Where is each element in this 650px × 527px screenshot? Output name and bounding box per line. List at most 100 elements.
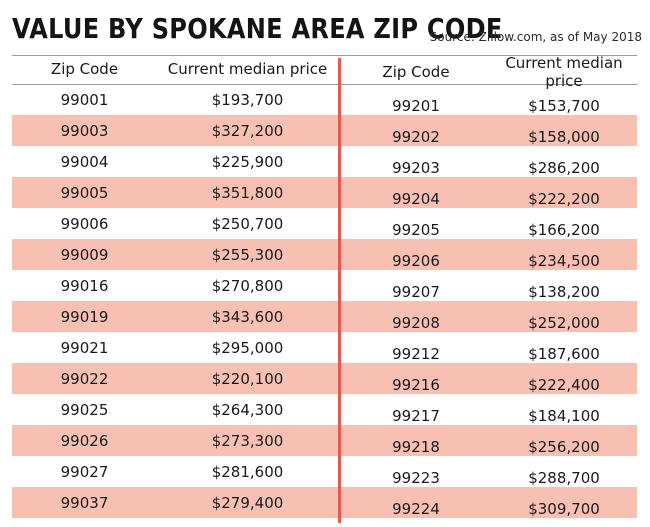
median-price-cell: $351,800: [211, 183, 284, 202]
table-row: 99206 $234,500: [341, 245, 637, 276]
chart-title: VALUE BY SPOKANE AREA ZIP CODE: [12, 12, 503, 45]
table-row: 99216 $222,400: [341, 369, 637, 400]
median-price-cell: $252,000: [528, 313, 600, 332]
zip-code-cell: 99016: [60, 276, 109, 295]
median-price-cell: $279,400: [211, 493, 284, 512]
median-price-cell: $166,200: [528, 220, 600, 239]
top-rule: [12, 55, 637, 56]
zip-code-cell: 99202: [392, 127, 440, 146]
median-price-cell: $222,200: [528, 189, 600, 208]
median-price-cell: $327,200: [211, 121, 284, 140]
median-price-cell: $193,700: [211, 90, 284, 109]
table-row: 99204 $222,200: [341, 183, 637, 214]
header-rule: [12, 84, 637, 85]
table-row: 99027 $281,600: [12, 456, 338, 487]
table-row: 99005 $351,800: [12, 177, 338, 208]
zip-code-cell: 99019: [60, 307, 109, 326]
column-header-zip: Zip Code: [50, 60, 119, 78]
header-row: Zip Code Current median price: [341, 54, 637, 90]
row-band: [12, 301, 637, 332]
table-row: 99021 $295,000: [12, 332, 338, 363]
zip-code-cell: 99025: [60, 400, 109, 419]
zip-code-cell: 99037: [60, 493, 109, 512]
chart-header: VALUE BY SPOKANE AREA ZIP CODE Source: Z…: [12, 10, 642, 50]
table-row: 99004 $225,900: [12, 146, 338, 177]
table-row: 99217 $184,100: [341, 400, 637, 431]
median-price-cell: $184,100: [528, 406, 600, 425]
table-row: 99006 $250,700: [12, 208, 338, 239]
median-price-cell: $225,900: [211, 152, 284, 171]
table-row: 99203 $286,200: [341, 152, 637, 183]
source-note: Source: Zillow.com, as of May 2018: [429, 30, 642, 44]
column-header-price: Current median price: [505, 54, 623, 90]
zip-code-cell: 99205: [392, 220, 440, 239]
zip-code-cell: 99204: [392, 189, 440, 208]
table-row: 99019 $343,600: [12, 301, 338, 332]
table-row: 99224 $309,700: [341, 493, 637, 524]
zip-code-cell: 99201: [392, 96, 440, 115]
table-row: 99037 $279,400: [12, 487, 338, 518]
table-row: 99223 $288,700: [341, 462, 637, 493]
table-row: 99009 $255,300: [12, 239, 338, 270]
median-price-cell: $220,100: [211, 369, 284, 388]
zip-code-cell: 99212: [392, 344, 440, 363]
zip-code-cell: 99003: [60, 121, 109, 140]
row-band: [12, 115, 637, 146]
row-band: [12, 487, 637, 518]
zip-code-cell: 99004: [60, 152, 109, 171]
row-bands: [12, 84, 637, 518]
table-row: 99202 $158,000: [341, 121, 637, 152]
table-row: 99026 $273,300: [12, 425, 338, 456]
zip-code-cell: 99208: [392, 313, 440, 332]
median-price-cell: $187,600: [528, 344, 600, 363]
row-band: [12, 363, 637, 394]
zip-code-cell: 99026: [60, 431, 109, 450]
median-price-cell: $250,700: [211, 214, 284, 233]
zip-code-cell: 99224: [392, 499, 440, 518]
zip-table-left: Zip Code Current median price 99001 $193,…: [12, 54, 338, 518]
median-price-cell: $158,000: [528, 127, 600, 146]
zip-code-cell: 99006: [60, 214, 109, 233]
median-price-cell: $234,500: [528, 251, 600, 270]
median-price-cell: $138,200: [528, 282, 600, 301]
table-row: 99022 $220,100: [12, 363, 338, 394]
zip-code-cell: 99218: [392, 437, 440, 456]
column-header-zip: Zip Code: [382, 63, 450, 81]
zip-code-cell: 99005: [60, 183, 109, 202]
zip-code-cell: 99021: [60, 338, 109, 357]
table-row: 99001 $193,700: [12, 84, 338, 115]
median-price-cell: $273,300: [211, 431, 284, 450]
zip-code-cell: 99217: [392, 406, 440, 425]
median-price-cell: $281,600: [211, 462, 284, 481]
median-price-cell: $343,600: [211, 307, 284, 326]
median-price-cell: $309,700: [528, 499, 600, 518]
column-header-price: Current median price: [167, 60, 328, 78]
median-price-cell: $288,700: [528, 468, 600, 487]
table-row: 99207 $138,200: [341, 276, 637, 307]
row-band: [12, 177, 637, 208]
row-band: [12, 239, 637, 270]
zip-code-cell: 99203: [392, 158, 440, 177]
table-row: 99003 $327,200: [12, 115, 338, 146]
table-row: 99205 $166,200: [341, 214, 637, 245]
zip-table-right: Zip Code Current median price 99201 $153,…: [341, 54, 637, 524]
median-price-cell: $222,400: [528, 375, 600, 394]
table-row: 99212 $187,600: [341, 338, 637, 369]
median-price-cell: $286,200: [528, 158, 600, 177]
median-price-cell: $270,800: [211, 276, 284, 295]
zip-code-cell: 99009: [60, 245, 109, 264]
row-band: [12, 425, 637, 456]
header-row: Zip Code Current median price: [12, 54, 338, 84]
table-row: 99016 $270,800: [12, 270, 338, 301]
table-row: 99208 $252,000: [341, 307, 637, 338]
table-row: 99218 $256,200: [341, 431, 637, 462]
median-price-cell: $264,300: [211, 400, 284, 419]
center-divider: [338, 58, 341, 523]
zip-code-cell: 99216: [392, 375, 440, 394]
zip-code-cell: 99223: [392, 468, 440, 487]
zip-code-cell: 99022: [60, 369, 109, 388]
median-price-cell: $153,700: [528, 96, 600, 115]
zip-code-cell: 99207: [392, 282, 440, 301]
table-row: 99025 $264,300: [12, 394, 338, 425]
zip-code-cell: 99206: [392, 251, 440, 270]
